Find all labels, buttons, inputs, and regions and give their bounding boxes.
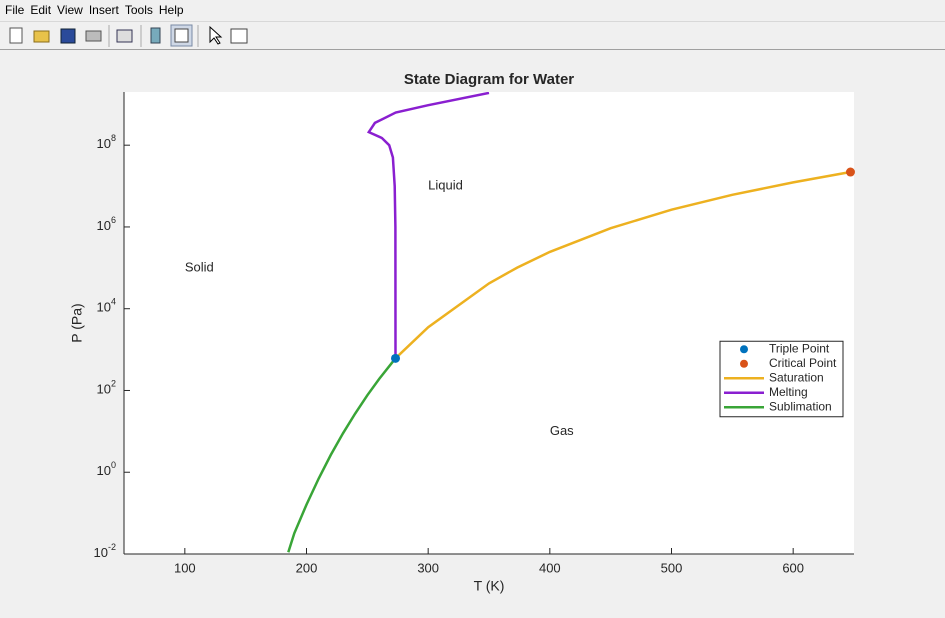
legend-label: Saturation <box>769 370 824 384</box>
print-icon[interactable] <box>85 30 102 42</box>
legend-icon <box>174 28 189 43</box>
y-tick-base: 10 <box>97 137 111 152</box>
x-tick-label: 400 <box>539 560 561 575</box>
data-point <box>845 167 855 177</box>
series-line <box>366 92 490 359</box>
x-axis-label: T (K) <box>474 578 505 594</box>
y-tick-base: 10 <box>97 300 111 315</box>
legend-label: Critical Point <box>769 356 837 370</box>
y-tick-label: 108 <box>97 134 116 152</box>
legend-label: Triple Point <box>769 341 830 355</box>
legend-marker <box>740 359 748 368</box>
y-tick-exponent: 6 <box>111 215 116 225</box>
y-tick-exponent: 2 <box>111 379 116 389</box>
annotation: Liquid <box>428 178 463 193</box>
menu-item[interactable]: View <box>57 3 83 17</box>
y-tick-exponent: 8 <box>111 134 116 144</box>
toolbar <box>0 21 945 50</box>
x-tick-label: 500 <box>661 560 683 575</box>
colorbar-icon[interactable] <box>150 27 161 44</box>
data-point <box>391 353 401 363</box>
menu-item[interactable]: Edit <box>30 3 52 17</box>
annotation: Gas <box>550 423 574 438</box>
link-icon[interactable] <box>116 29 133 43</box>
series-line <box>287 357 397 553</box>
y-tick-label: 10-2 <box>94 542 116 560</box>
series-line <box>394 170 851 360</box>
menu-item[interactable]: Tools <box>124 3 153 17</box>
chart: State Diagram for Water T (K) P (Pa) 100… <box>69 71 855 594</box>
legend-label: Sublimation <box>769 399 832 413</box>
plot-browser-icon[interactable] <box>230 28 248 44</box>
y-tick-base: 10 <box>97 382 111 397</box>
y-axis-label: P (Pa) <box>69 303 85 342</box>
y-tick-exponent: 0 <box>111 461 116 471</box>
annotation: Solid <box>185 259 214 274</box>
y-tick-exponent: -2 <box>108 542 116 552</box>
plot-lines <box>287 92 851 553</box>
y-tick-label: 100 <box>97 461 116 479</box>
y-tick-label: 102 <box>97 379 116 397</box>
menu-item[interactable]: Help <box>158 3 184 17</box>
toolbar-icons <box>9 24 248 47</box>
chart-title: State Diagram for Water <box>404 71 574 88</box>
x-tick-label: 100 <box>174 560 196 575</box>
pointer-icon[interactable] <box>209 25 223 45</box>
legend-label: Melting <box>769 385 808 399</box>
new-icon[interactable] <box>9 27 23 44</box>
y-tick-label: 106 <box>97 215 116 233</box>
plot-area <box>124 92 854 554</box>
y-tick-base: 10 <box>97 464 111 479</box>
x-tick-label: 200 <box>296 560 318 575</box>
y-tick-base: 10 <box>97 218 111 233</box>
legend-marker <box>740 345 748 354</box>
menu-item[interactable]: File <box>5 3 25 17</box>
open-icon[interactable] <box>33 30 50 43</box>
x-tick-label: 300 <box>417 560 439 575</box>
y-tick-exponent: 4 <box>111 297 116 307</box>
y-tick-label: 104 <box>97 297 116 315</box>
y-tick-base: 10 <box>94 545 108 560</box>
save-icon[interactable] <box>60 28 76 44</box>
menu-bar: File Edit View Insert Tools Help <box>0 0 945 20</box>
menu-item[interactable]: Insert <box>88 3 119 17</box>
x-tick-label: 600 <box>782 560 804 575</box>
